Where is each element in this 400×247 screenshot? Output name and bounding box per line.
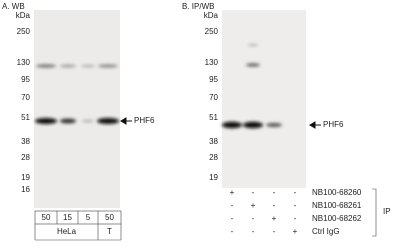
marker-label: 130 [17, 58, 31, 67]
row-label: NB100-68262 [312, 214, 362, 223]
sign: - [231, 201, 234, 210]
group-label: IP [383, 207, 391, 216]
sign: - [231, 227, 234, 236]
sign: + [293, 227, 298, 236]
arrows [120, 117, 321, 129]
marker-label: 16 [21, 185, 30, 194]
group-label: HeLa [57, 227, 77, 236]
marker-label: 130 [205, 58, 219, 67]
lane-table-a [34, 210, 122, 241]
marker-label: 70 [209, 93, 218, 102]
panel-label: A. WB [2, 2, 25, 11]
marker-label: 250 [17, 27, 31, 36]
marker-label: 95 [21, 75, 30, 84]
sign: - [252, 227, 255, 236]
bands-b [222, 44, 282, 129]
sign: + [272, 214, 277, 223]
lane-label: 15 [63, 213, 72, 222]
blot-a [34, 10, 120, 208]
target-label: PHF6 [323, 120, 344, 129]
marker-label: 51 [21, 113, 30, 122]
sign: - [252, 188, 255, 197]
row-label: NB100-68261 [312, 201, 362, 210]
sign: + [251, 201, 256, 210]
unit-label: kDa [16, 11, 31, 20]
marker-label: 28 [21, 153, 30, 162]
lane-label: 50 [42, 213, 51, 222]
row-label: NB100-68260 [312, 188, 362, 197]
sign: - [273, 227, 276, 236]
marker-label: 38 [209, 137, 218, 146]
marker-label: 38 [21, 137, 30, 146]
marker-label: 250 [205, 27, 219, 36]
marker-label: 70 [21, 93, 30, 102]
sign: - [294, 188, 297, 197]
sign: - [231, 214, 234, 223]
sign: + [230, 188, 235, 197]
unit-label: kDa [204, 11, 219, 20]
lane-label: 5 [86, 213, 91, 222]
row-label: Ctrl IgG [312, 227, 340, 236]
ip-bracket [372, 188, 377, 237]
panel-label: B. IP/WB [182, 2, 214, 11]
target-label: PHF6 [134, 116, 155, 125]
group-label: T [107, 227, 112, 236]
bands-a [35, 64, 119, 124]
marker-label: 95 [209, 75, 218, 84]
lane-label: 50 [105, 213, 114, 222]
sign: - [294, 214, 297, 223]
sign: - [252, 214, 255, 223]
sign: - [273, 201, 276, 210]
marker-label: 19 [21, 173, 30, 182]
marker-label: 51 [209, 113, 218, 122]
sign: - [294, 201, 297, 210]
marker-label: 28 [209, 153, 218, 162]
sign: - [273, 188, 276, 197]
marker-label: 19 [209, 173, 218, 182]
blot-b [222, 10, 306, 188]
